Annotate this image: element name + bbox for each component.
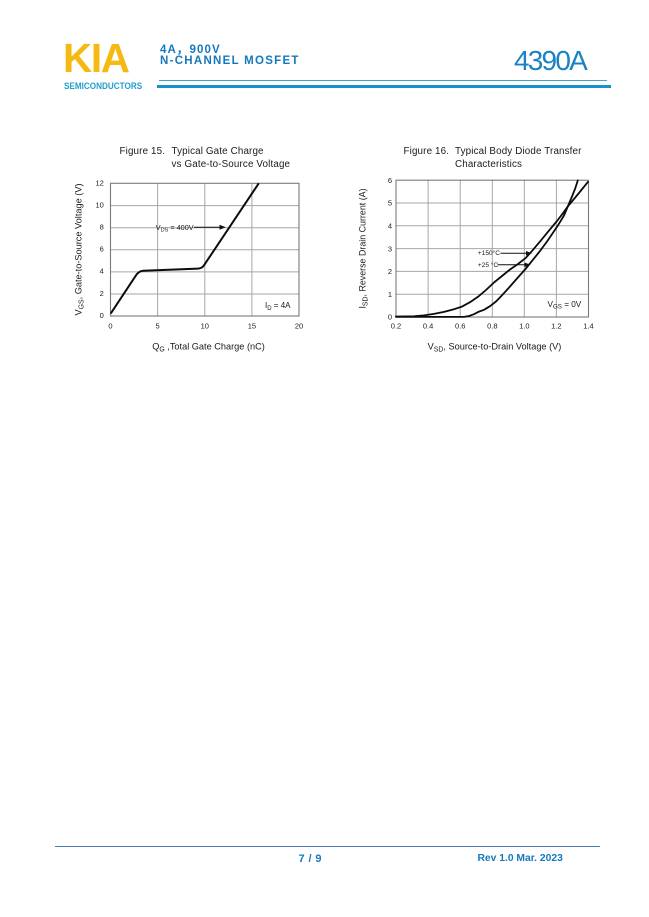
- svg-text:4: 4: [100, 267, 104, 276]
- svg-text:0: 0: [100, 311, 104, 320]
- svg-text:0: 0: [388, 313, 392, 322]
- svg-text:4: 4: [388, 222, 392, 231]
- svg-text:VGS, Gate-to-Source Voltage (V: VGS, Gate-to-Source Voltage (V): [74, 183, 86, 315]
- svg-text:10: 10: [201, 322, 209, 331]
- svg-text:0: 0: [108, 322, 112, 331]
- svg-text:5: 5: [388, 199, 392, 208]
- svg-text:+150°C: +150°C: [478, 249, 500, 257]
- svg-text:+25 °C: +25 °C: [478, 261, 499, 269]
- svg-text:10: 10: [95, 200, 103, 209]
- svg-text:Figure 15.: Figure 15.: [120, 146, 166, 157]
- svg-text:1.4: 1.4: [583, 322, 593, 331]
- svg-text:Typical Body Diode Transfer: Typical Body Diode Transfer: [455, 146, 582, 157]
- svg-text:QG ,Total Gate Charge (nC): QG ,Total Gate Charge (nC): [152, 342, 265, 354]
- svg-text:VGS = 0V: VGS = 0V: [548, 300, 582, 311]
- svg-text:ISD, Reverse Drain Current (A): ISD, Reverse Drain Current (A): [358, 188, 370, 308]
- svg-text:12: 12: [95, 178, 103, 187]
- svg-text:0.8: 0.8: [487, 322, 497, 331]
- svg-text:8: 8: [100, 223, 104, 232]
- svg-text:0.2: 0.2: [391, 322, 401, 331]
- svg-text:VDS = 400V: VDS = 400V: [156, 223, 194, 234]
- svg-text:0.6: 0.6: [455, 322, 465, 331]
- svg-text:20: 20: [295, 322, 303, 331]
- svg-text:5: 5: [156, 322, 160, 331]
- svg-text:3: 3: [388, 244, 392, 253]
- svg-text:6: 6: [388, 176, 392, 185]
- svg-text:Characteristics: Characteristics: [455, 159, 522, 170]
- svg-text:VSD, Source-to-Drain Voltage (: VSD, Source-to-Drain Voltage (V): [428, 342, 562, 354]
- svg-text:Typical Gate Charge: Typical Gate Charge: [172, 146, 265, 157]
- svg-text:vs Gate-to-Source Voltage: vs Gate-to-Source Voltage: [172, 159, 291, 170]
- svg-text:ID = 4A: ID = 4A: [265, 301, 291, 312]
- svg-text:1.0: 1.0: [519, 322, 529, 331]
- svg-text:2: 2: [100, 289, 104, 298]
- svg-text:15: 15: [248, 322, 256, 331]
- svg-text:Figure 16.: Figure 16.: [404, 146, 450, 157]
- svg-text:0.4: 0.4: [423, 322, 433, 331]
- svg-text:6: 6: [100, 245, 104, 254]
- svg-text:2: 2: [388, 267, 392, 276]
- svg-text:1.2: 1.2: [551, 322, 561, 331]
- svg-text:1: 1: [388, 290, 392, 299]
